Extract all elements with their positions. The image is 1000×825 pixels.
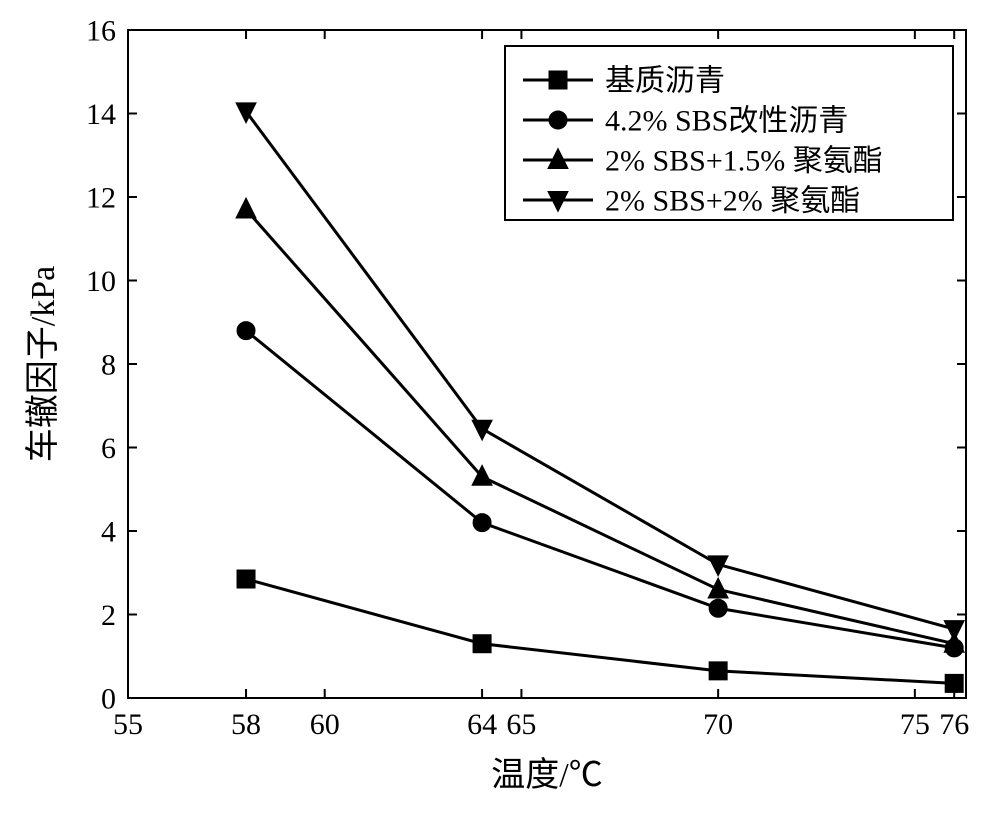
y-tick-label: 14: [86, 98, 116, 131]
x-tick-label: 64: [467, 708, 497, 741]
x-tick-label: 75: [900, 708, 930, 741]
y-tick-label: 2: [101, 599, 116, 632]
x-axis-label: 温度/℃: [491, 756, 602, 794]
marker-square: [709, 662, 727, 680]
x-tick-label: 58: [231, 708, 261, 741]
legend-label: 2% SBS+1.5% 聚氨酯: [605, 145, 883, 178]
y-tick-label: 0: [101, 683, 116, 716]
y-tick-label: 16: [86, 15, 116, 48]
line-chart: 55 58 60 64 65 70 75 76 0 2 4 6 8 10 12 14 16 温度/℃ 车辙因子/kP…: [0, 0, 1000, 825]
marker-circle: [237, 322, 255, 340]
marker-square: [945, 674, 963, 692]
marker-circle: [473, 514, 491, 532]
x-tick-label: 70: [703, 708, 733, 741]
marker-triangle-down: [944, 621, 964, 641]
x-tick-label: 65: [506, 708, 536, 741]
y-tick-label: 8: [101, 349, 116, 382]
marker-square: [549, 71, 567, 89]
series-2: [236, 198, 964, 652]
marker-square: [473, 635, 491, 653]
legend-label: 基质沥青: [605, 65, 725, 98]
marker-square: [237, 570, 255, 588]
y-tick-label: 10: [86, 265, 116, 298]
marker-triangle-up: [236, 198, 256, 218]
marker-circle: [709, 599, 727, 617]
y-axis-label: 车辙因子/kPa: [24, 266, 62, 462]
legend-label: 2% SBS+2% 聚氨酯: [605, 185, 860, 218]
x-tick-label: 60: [310, 708, 340, 741]
x-tick-label: 55: [113, 708, 143, 741]
series-line: [246, 210, 954, 644]
marker-triangle-down: [472, 420, 492, 440]
legend-label: 4.2% SBS改性沥青: [605, 105, 848, 138]
y-tick-label: 12: [86, 182, 116, 215]
marker-triangle-up: [708, 578, 728, 598]
marker-circle: [549, 111, 567, 129]
chart-container: 55 58 60 64 65 70 75 76 0 2 4 6 8 10 12 14 16 温度/℃ 车辙因子/kP…: [0, 0, 1000, 825]
legend: 基质沥青 4.2% SBS改性沥青 2% SBS+1.5% 聚氨酯 2% SBS+2%…: [505, 46, 953, 220]
y-tick-label: 6: [101, 432, 116, 465]
x-tick-label: 76: [939, 708, 969, 741]
y-tick-label: 4: [101, 516, 116, 549]
